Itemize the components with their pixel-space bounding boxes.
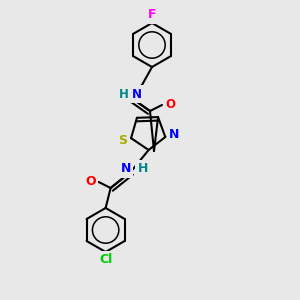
Text: O: O: [85, 176, 96, 188]
Text: H: H: [137, 163, 148, 176]
Text: O: O: [165, 98, 175, 112]
Text: F: F: [148, 8, 156, 22]
Text: S: S: [118, 134, 127, 147]
Text: H: H: [119, 88, 129, 100]
Text: Cl: Cl: [99, 254, 112, 266]
Text: N: N: [120, 163, 131, 176]
Text: N: N: [132, 88, 142, 100]
Text: N: N: [169, 128, 179, 142]
